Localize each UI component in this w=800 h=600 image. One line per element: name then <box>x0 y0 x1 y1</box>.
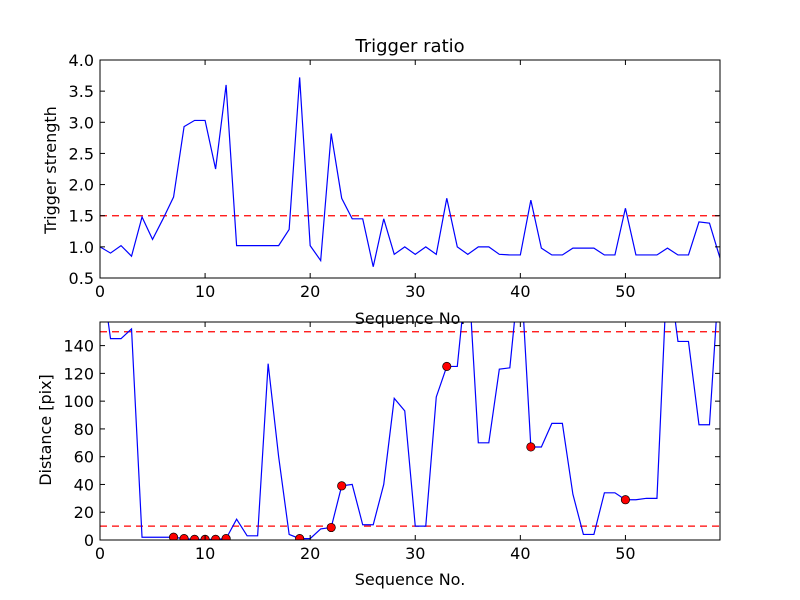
y-tick-label: 2.0 <box>69 176 94 195</box>
x-tick-label: 20 <box>300 282 320 301</box>
data-marker <box>337 481 347 491</box>
x-tick-label: 20 <box>300 544 320 563</box>
y-tick-label: 4.0 <box>69 51 94 70</box>
plot-area-distance: 0 10 20 30 40 50 0 20 40 60 80 100 120 140 <box>63 321 721 563</box>
y-tick-label: 100 <box>63 392 94 411</box>
data-marker <box>442 361 452 371</box>
y-tick-label: 80 <box>74 420 94 439</box>
plot-area-trigger: 0 10 20 30 40 50 0.5 1.0 1.5 2.0 2.5 3.0 3.5 4.0 <box>69 51 721 301</box>
x-tick-label: 10 <box>195 282 215 301</box>
data-marker <box>190 534 200 540</box>
data-marker <box>221 534 231 540</box>
data-marker <box>326 522 336 533</box>
y-axis-label: Trigger strength <box>41 106 60 235</box>
chart-title: Trigger ratio <box>354 36 464 57</box>
y-tick-label: 60 <box>74 448 94 467</box>
data-marker <box>211 534 221 540</box>
x-tick-label: 50 <box>615 544 635 563</box>
y-tick-label: 3.5 <box>69 82 94 101</box>
y-tick-label: 1.5 <box>69 207 94 226</box>
y-tick-label: 120 <box>63 364 94 383</box>
y-tick-label: 2.5 <box>69 144 94 163</box>
y-tick-label: 40 <box>74 475 94 494</box>
y-tick-label: 3.0 <box>69 113 94 132</box>
y-tick-label: 140 <box>63 337 94 356</box>
y-tick-label: 1.0 <box>69 238 94 257</box>
x-tick-label: 10 <box>195 544 215 563</box>
x-tick-label: 0 <box>95 544 105 563</box>
chart-distance: 0 10 20 30 40 50 0 20 40 60 80 100 120 140 Sequence N… <box>36 321 721 589</box>
data-marker <box>620 495 630 505</box>
y-tick-label: 0.5 <box>69 269 94 288</box>
plot-content <box>100 322 720 540</box>
y-tick-label: 0 <box>84 531 94 550</box>
data-marker <box>526 442 536 452</box>
x-tick-label: 30 <box>405 544 425 563</box>
data-marker <box>179 534 189 540</box>
data-marker <box>295 534 305 540</box>
x-tick-label: 0 <box>95 282 105 301</box>
axes-frame <box>99 321 721 541</box>
y-tick-label: 20 <box>74 503 94 522</box>
x-tick-label: 30 <box>405 282 425 301</box>
x-tick-label: 40 <box>510 282 530 301</box>
series-line <box>100 77 720 267</box>
x-axis-label: Sequence No. <box>355 570 466 589</box>
x-tick-label: 50 <box>615 282 635 301</box>
x-tick-label: 40 <box>510 544 530 563</box>
x-axis-label: Sequence No. <box>355 309 466 328</box>
chart-trigger-ratio: Trigger ratio 0 10 20 30 40 50 0.5 1.0 1.5 2.0 2.5… <box>41 36 721 328</box>
axes-frame <box>99 59 721 279</box>
y-axis-label: Distance [pix] <box>36 374 55 486</box>
plot-content <box>100 77 720 267</box>
data-marker <box>169 532 179 540</box>
